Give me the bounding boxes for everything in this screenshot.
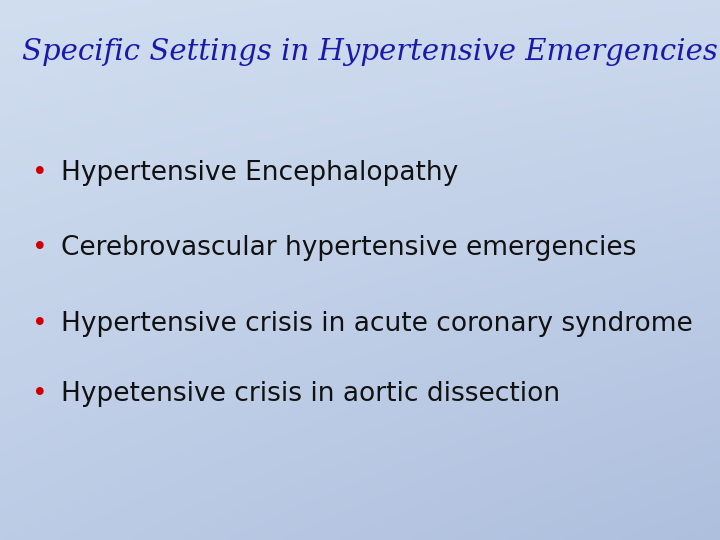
Text: •: • <box>32 381 48 407</box>
Text: Specific Settings in Hypertensive Emergencies: Specific Settings in Hypertensive Emerge… <box>22 38 717 66</box>
Text: •: • <box>32 160 48 186</box>
Text: •: • <box>32 235 48 261</box>
Text: Hypertensive crisis in acute coronary syndrome: Hypertensive crisis in acute coronary sy… <box>61 311 693 337</box>
Text: •: • <box>32 311 48 337</box>
Text: Cerebrovascular hypertensive emergencies: Cerebrovascular hypertensive emergencies <box>61 235 636 261</box>
Text: Hypetensive crisis in aortic dissection: Hypetensive crisis in aortic dissection <box>61 381 560 407</box>
Text: Hypertensive Encephalopathy: Hypertensive Encephalopathy <box>61 160 459 186</box>
